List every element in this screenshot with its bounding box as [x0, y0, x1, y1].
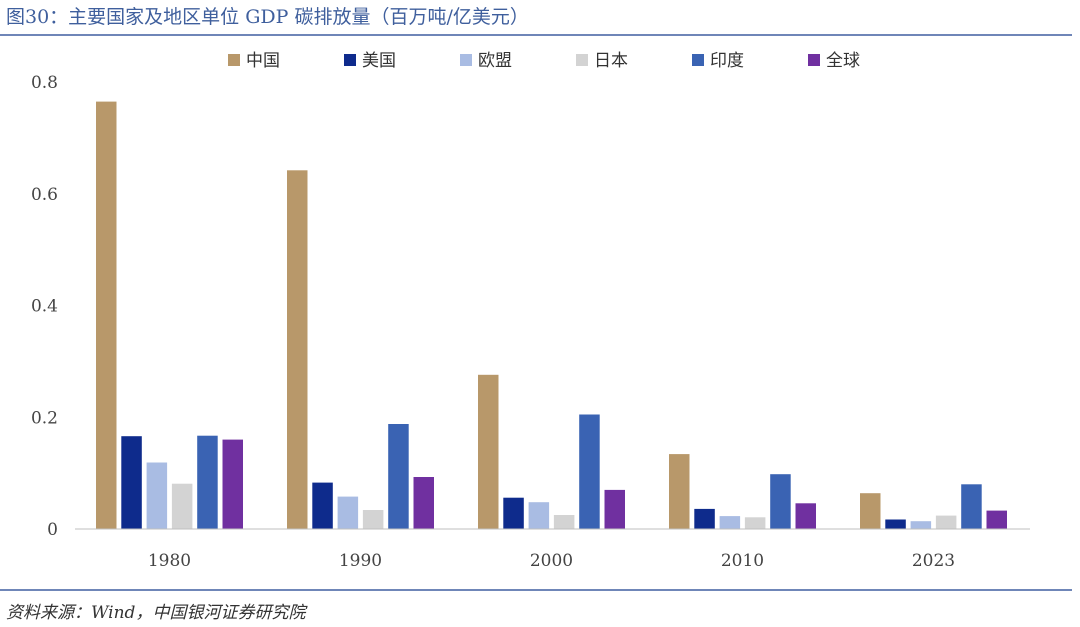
legend: 中国 美国 欧盟 日本 印度 全球 — [228, 51, 860, 71]
bar-2010-中国 — [669, 454, 690, 529]
y-tick-label: 0.2 — [31, 408, 58, 428]
bar-2010-印度 — [770, 474, 791, 529]
bar-2023-中国 — [860, 493, 881, 529]
legend-label-美国: 美国 — [362, 51, 396, 71]
bar-2023-印度 — [961, 484, 982, 529]
bar-2023-美国 — [885, 519, 906, 529]
title-underline — [0, 34, 1072, 36]
y-tick-label: 0 — [47, 520, 58, 540]
legend-label-全球: 全球 — [826, 51, 860, 71]
x-tick-label: 2023 — [912, 551, 955, 571]
bar-2023-欧盟 — [910, 521, 932, 529]
x-tick-label: 1980 — [148, 551, 191, 571]
bar-2023-日本 — [935, 515, 957, 529]
bar-1980-美国 — [121, 436, 142, 529]
bar-1990-欧盟 — [337, 496, 359, 529]
y-tick-label: 0.8 — [31, 73, 58, 93]
chart-title: 图30：主要国家及地区单位 GDP 碳排放量（百万吨/亿美元） — [6, 6, 529, 28]
legend-swatch-全球 — [808, 54, 820, 66]
bars — [96, 101, 1007, 530]
bar-1980-全球 — [222, 439, 243, 529]
y-axis: 0 0.2 0.4 0.6 0.8 — [31, 73, 58, 540]
legend-label-印度: 印度 — [710, 51, 744, 71]
bar-1980-欧盟 — [146, 462, 168, 529]
x-tick-label: 2010 — [721, 551, 764, 571]
bar-1980-印度 — [197, 435, 218, 529]
bar-1980-中国 — [96, 101, 117, 529]
bar-2010-欧盟 — [719, 516, 741, 529]
legend-swatch-中国 — [228, 54, 240, 66]
bar-2010-日本 — [744, 517, 766, 529]
y-tick-label: 0.6 — [31, 185, 58, 205]
legend-swatch-印度 — [692, 54, 704, 66]
legend-swatch-美国 — [344, 54, 356, 66]
legend-label-日本: 日本 — [594, 51, 628, 71]
bar-2023-全球 — [986, 510, 1007, 529]
x-tick-label: 1990 — [339, 551, 382, 571]
legend-label-中国: 中国 — [246, 51, 280, 71]
bar-2000-美国 — [503, 497, 524, 529]
bar-1990-全球 — [413, 477, 434, 529]
bar-1990-印度 — [388, 424, 409, 529]
legend-swatch-日本 — [576, 54, 588, 66]
bar-2000-日本 — [553, 515, 575, 529]
bar-1990-中国 — [287, 170, 308, 530]
legend-label-欧盟: 欧盟 — [478, 51, 512, 71]
bar-1990-日本 — [362, 510, 384, 529]
bar-2010-美国 — [694, 508, 715, 529]
bar-2010-全球 — [795, 503, 816, 529]
bar-2000-印度 — [579, 414, 600, 529]
bar-2000-欧盟 — [528, 502, 550, 529]
bar-1980-日本 — [171, 483, 193, 529]
bar-1990-美国 — [312, 482, 333, 529]
x-axis: 1980 1990 2000 2010 2023 — [148, 551, 955, 571]
y-tick-label: 0.4 — [31, 297, 58, 317]
footer-rule — [0, 589, 1072, 591]
x-tick-label: 2000 — [530, 551, 573, 571]
source-note: 资料来源：Wind，中国银河证券研究院 — [6, 603, 306, 623]
bar-2000-全球 — [604, 489, 625, 529]
legend-swatch-欧盟 — [460, 54, 472, 66]
bar-2000-中国 — [478, 374, 499, 529]
